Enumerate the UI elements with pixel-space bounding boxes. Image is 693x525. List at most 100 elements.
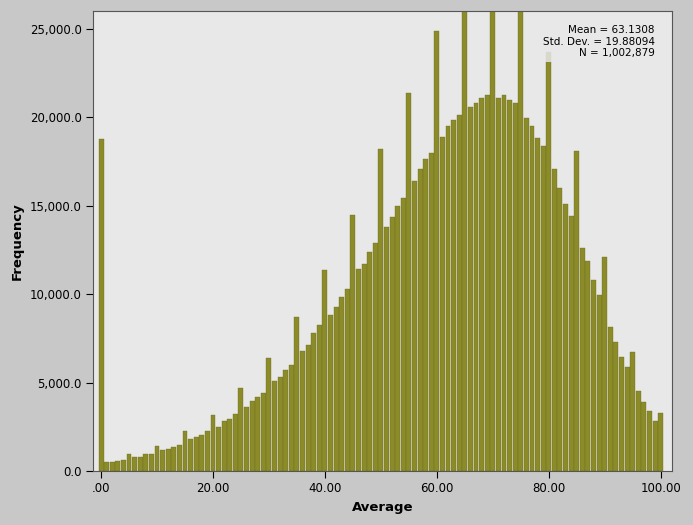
- Bar: [216, 427, 221, 471]
- Bar: [457, 115, 462, 471]
- Bar: [535, 138, 540, 471]
- Bar: [418, 170, 423, 471]
- Bar: [306, 344, 310, 471]
- Bar: [238, 388, 243, 471]
- Bar: [647, 411, 652, 471]
- Bar: [630, 352, 635, 471]
- Bar: [155, 446, 159, 471]
- Bar: [580, 248, 585, 471]
- Bar: [557, 188, 563, 471]
- Bar: [446, 126, 450, 471]
- Bar: [261, 393, 266, 471]
- Bar: [182, 430, 188, 471]
- Bar: [104, 462, 109, 471]
- Bar: [518, 0, 523, 471]
- Bar: [255, 397, 260, 471]
- Bar: [608, 327, 613, 471]
- Bar: [351, 215, 356, 471]
- Bar: [160, 450, 165, 471]
- Bar: [333, 307, 339, 471]
- Bar: [491, 0, 495, 471]
- Bar: [563, 204, 568, 471]
- Bar: [613, 342, 618, 471]
- Bar: [295, 317, 299, 471]
- Bar: [227, 419, 232, 471]
- Bar: [109, 462, 115, 471]
- Bar: [624, 367, 629, 471]
- Bar: [574, 151, 579, 471]
- Bar: [451, 120, 456, 471]
- Bar: [211, 415, 216, 471]
- Bar: [328, 314, 333, 471]
- Bar: [340, 297, 344, 471]
- Bar: [546, 52, 551, 471]
- Bar: [177, 445, 182, 471]
- Bar: [317, 325, 322, 471]
- Bar: [244, 407, 249, 471]
- Bar: [356, 269, 361, 471]
- Bar: [496, 98, 501, 471]
- Bar: [188, 439, 193, 471]
- Bar: [653, 422, 658, 471]
- Bar: [541, 146, 545, 471]
- Bar: [233, 414, 238, 471]
- X-axis label: Average: Average: [351, 501, 413, 514]
- Bar: [378, 150, 383, 471]
- Bar: [468, 107, 473, 471]
- Bar: [166, 448, 170, 471]
- Bar: [121, 460, 126, 471]
- Bar: [412, 181, 417, 471]
- Bar: [636, 391, 641, 471]
- Bar: [658, 414, 663, 471]
- Bar: [423, 159, 428, 471]
- Bar: [171, 447, 176, 471]
- Bar: [429, 153, 434, 471]
- Bar: [345, 289, 350, 471]
- Bar: [289, 365, 294, 471]
- Bar: [597, 295, 602, 471]
- Bar: [138, 457, 143, 471]
- Bar: [249, 401, 254, 471]
- Bar: [602, 257, 607, 471]
- Bar: [479, 98, 484, 471]
- Bar: [384, 227, 389, 471]
- Bar: [367, 252, 372, 471]
- Bar: [484, 94, 490, 471]
- Bar: [513, 103, 518, 471]
- Bar: [205, 431, 210, 471]
- Bar: [440, 138, 445, 471]
- Bar: [115, 461, 121, 471]
- Bar: [395, 206, 400, 471]
- Bar: [529, 125, 534, 471]
- Bar: [98, 139, 103, 471]
- Bar: [524, 118, 529, 471]
- Bar: [462, 0, 467, 471]
- Bar: [267, 358, 272, 471]
- Bar: [278, 377, 283, 471]
- Bar: [389, 217, 394, 471]
- Bar: [406, 93, 412, 471]
- Bar: [300, 351, 305, 471]
- Bar: [502, 95, 507, 471]
- Bar: [200, 435, 204, 471]
- Y-axis label: Frequency: Frequency: [11, 202, 24, 280]
- Bar: [311, 333, 316, 471]
- Bar: [569, 216, 574, 471]
- Bar: [272, 381, 277, 471]
- Bar: [552, 169, 557, 471]
- Bar: [322, 270, 327, 471]
- Bar: [435, 31, 439, 471]
- Bar: [283, 370, 288, 471]
- Bar: [127, 454, 132, 471]
- Bar: [132, 457, 137, 471]
- Bar: [222, 421, 227, 471]
- Bar: [373, 243, 378, 471]
- Bar: [507, 100, 512, 471]
- Bar: [619, 357, 624, 471]
- Bar: [362, 264, 367, 471]
- Bar: [149, 454, 154, 471]
- Bar: [591, 279, 596, 471]
- Bar: [401, 198, 405, 471]
- Text: Mean = 63.1308
Std. Dev. = 19.88094
N = 1,002,879: Mean = 63.1308 Std. Dev. = 19.88094 N = …: [543, 25, 654, 58]
- Bar: [194, 437, 199, 471]
